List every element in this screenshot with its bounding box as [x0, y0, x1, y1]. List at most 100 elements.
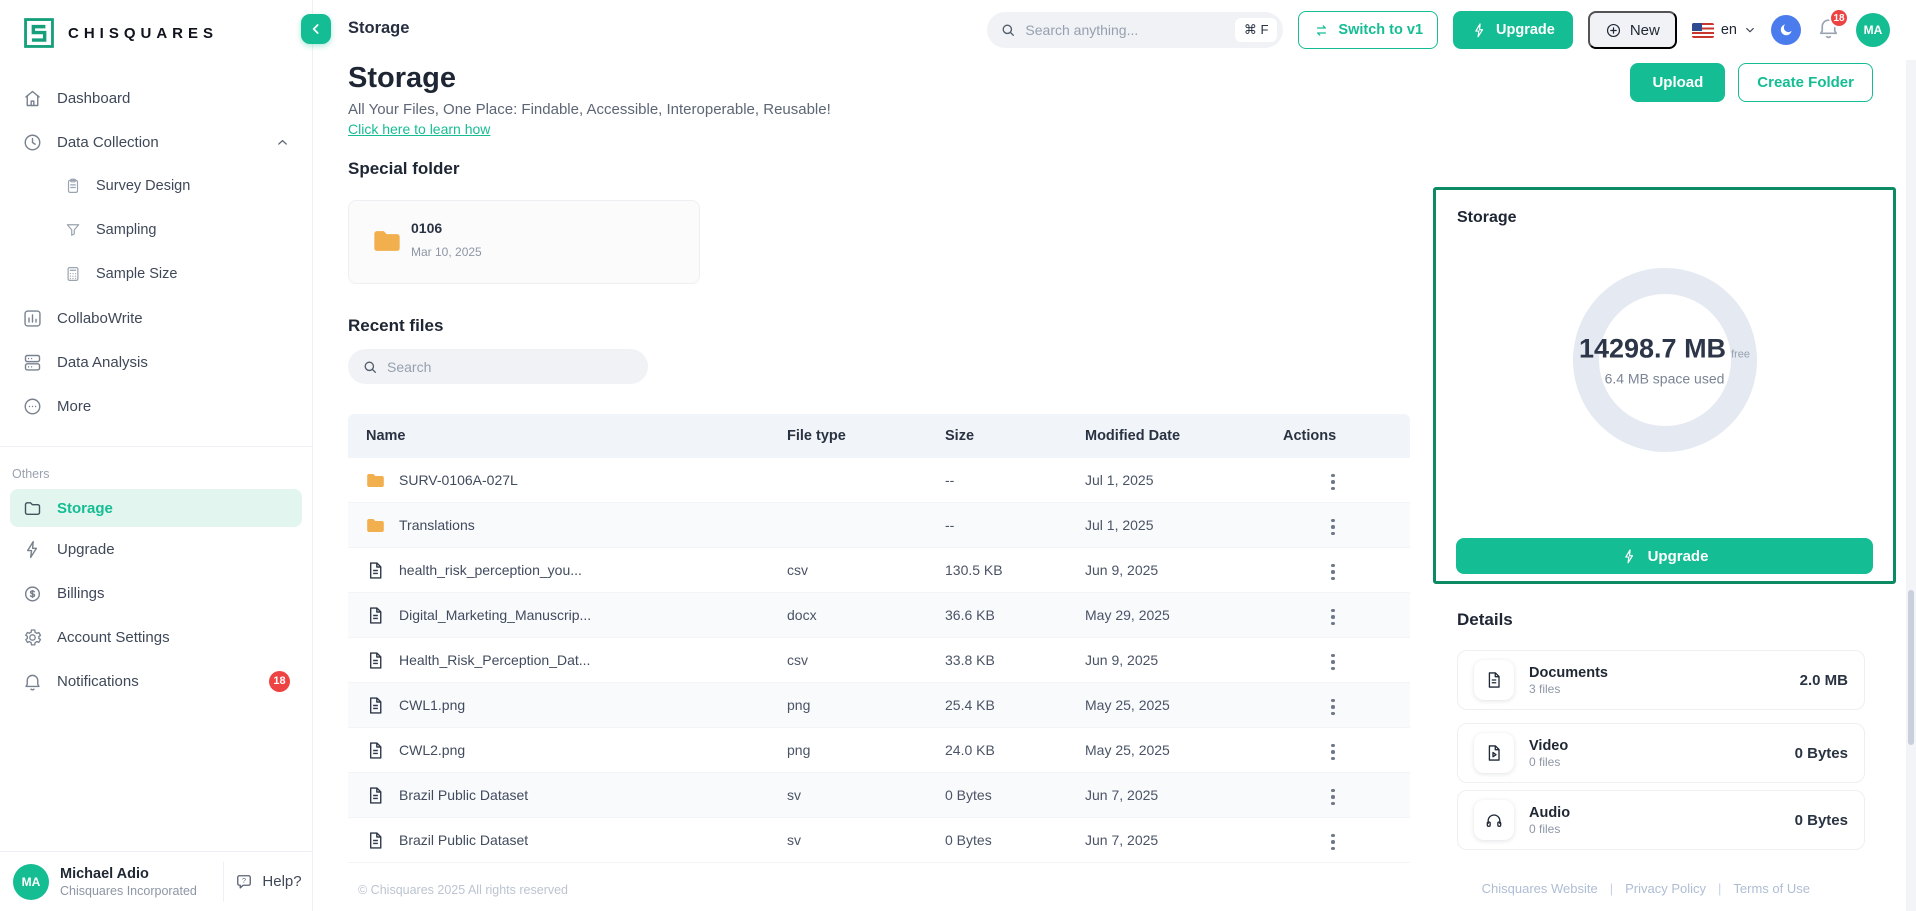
user-profile[interactable]: MA Michael Adio Chisquares Incorporated: [0, 863, 223, 900]
sidebar-item-data-collection[interactable]: Data Collection: [0, 120, 312, 164]
sidebar-item-account-settings[interactable]: Account Settings: [0, 615, 312, 659]
funnel-icon: [66, 224, 80, 236]
table-row[interactable]: Digital_Marketing_Manuscrip... docx 36.6 K…: [348, 593, 1410, 638]
sidebar-item-label: CollaboWrite: [57, 309, 143, 327]
language-selector[interactable]: en: [1691, 22, 1756, 38]
sidebar-item-collabowrite[interactable]: CollaboWrite: [0, 296, 312, 340]
notifications-button[interactable]: 18: [1816, 8, 1849, 45]
table-row[interactable]: CWL2.png png 24.0 KB May 25, 2025: [348, 728, 1410, 773]
details-size: 0 Bytes: [1794, 811, 1848, 829]
upload-button[interactable]: Upload: [1630, 63, 1726, 102]
brand-logo[interactable]: CHISQUARES: [0, 0, 312, 64]
file-icon: [369, 831, 382, 849]
file-name[interactable]: Digital_Marketing_Manuscrip...: [399, 607, 592, 623]
special-folder-heading: Special folder: [348, 159, 460, 178]
row-actions-menu-icon[interactable]: [1321, 738, 1345, 767]
row-actions-menu-icon[interactable]: [1321, 828, 1345, 857]
details-card-audio[interactable]: Audio 0 files 0 Bytes: [1457, 790, 1865, 850]
learn-how-link[interactable]: Click here to learn how: [348, 121, 491, 137]
table-row[interactable]: health_risk_perception_you... csv 130.5 KB…: [348, 548, 1410, 593]
sidebar-item-label: Sample Size: [96, 266, 178, 282]
row-actions-menu-icon[interactable]: [1321, 603, 1345, 632]
file-name[interactable]: CWL1.png: [399, 697, 466, 713]
footer-link-terms[interactable]: Terms of Use: [1733, 881, 1810, 896]
file-name[interactable]: SURV-0106A-027L: [399, 472, 518, 488]
storage-free-suffix: free: [1731, 348, 1751, 361]
column-header-name: Name: [366, 428, 406, 444]
global-search[interactable]: ⌘ F: [987, 12, 1284, 48]
file-name[interactable]: Translations: [399, 517, 475, 533]
new-button[interactable]: New: [1587, 11, 1677, 49]
file-search[interactable]: [348, 349, 648, 384]
file-name[interactable]: CWL2.png: [399, 742, 466, 758]
database-icon: [24, 354, 41, 371]
upgrade-button[interactable]: Upgrade: [1453, 11, 1573, 49]
row-actions-menu-icon[interactable]: [1321, 468, 1345, 497]
dark-mode-toggle[interactable]: [1771, 15, 1801, 45]
switch-to-v1-button[interactable]: Switch to v1: [1298, 11, 1439, 49]
sidebar-item-data-analysis[interactable]: Data Analysis: [0, 340, 312, 384]
row-actions-menu-icon[interactable]: [1321, 693, 1345, 722]
search-icon: [1002, 24, 1015, 36]
clipboard-icon: [67, 178, 79, 193]
page-scrollbar-thumb[interactable]: [1908, 590, 1914, 745]
file-icon: [365, 650, 386, 671]
table-row[interactable]: Brazil Public Dataset sv 0 Bytes Jun 7, 202…: [348, 818, 1410, 863]
files-table: Name File type Size Modified Date Action…: [348, 414, 1410, 863]
file-name[interactable]: Brazil Public Dataset: [399, 832, 529, 848]
copyright-text: © Chisquares 2025 All rights reserved: [358, 883, 569, 897]
lightning-icon: [1624, 548, 1633, 563]
account-avatar[interactable]: MA: [1856, 13, 1890, 47]
create-folder-button[interactable]: Create Folder: [1738, 63, 1873, 102]
row-actions-menu-icon[interactable]: [1321, 513, 1345, 542]
sidebar-item-survey-design[interactable]: Survey Design: [0, 164, 312, 208]
sidebar-item-sample-size[interactable]: Sample Size: [0, 252, 312, 296]
global-search-input[interactable]: [1025, 22, 1226, 38]
sidebar-item-sampling[interactable]: Sampling: [0, 208, 312, 252]
file-search-input[interactable]: [387, 358, 634, 375]
row-actions-menu-icon[interactable]: [1321, 648, 1345, 677]
file-name[interactable]: Brazil Public Dataset: [399, 787, 529, 803]
recent-files-heading: Recent files: [348, 316, 444, 335]
user-avatar[interactable]: MA: [13, 863, 49, 900]
details-card-documents[interactable]: Documents 3 files 2.0 MB: [1457, 650, 1865, 710]
sidebar-item-dashboard[interactable]: Dashboard: [0, 76, 312, 120]
chevron-up-icon[interactable]: [275, 135, 290, 150]
row-actions-menu-icon[interactable]: [1321, 783, 1345, 812]
file-name[interactable]: Health_Risk_Perception_Dat...: [399, 652, 591, 668]
sidebar-item-label: Upgrade: [57, 540, 115, 558]
table-row[interactable]: Health_Risk_Perception_Dat... csv 33.8 KB J…: [348, 638, 1410, 683]
details-heading: Details: [1457, 610, 1513, 629]
table-row[interactable]: SURV-0106A-027L -- Jul 1, 2025: [348, 458, 1410, 503]
chisquares-logo-icon: [24, 18, 54, 48]
file-size: --: [945, 517, 955, 533]
sidebar-item-label: Billings: [57, 584, 105, 602]
bell-icon: [25, 674, 40, 690]
collapse-sidebar-button[interactable]: [301, 14, 331, 44]
file-size: 0 Bytes: [945, 832, 992, 848]
search-icon: [364, 361, 376, 373]
footer-link-privacy[interactable]: Privacy Policy: [1625, 881, 1707, 896]
row-actions-menu-icon[interactable]: [1321, 558, 1345, 587]
help-bubble-icon: ?: [237, 874, 252, 888]
sidebar-item-billings[interactable]: Billings: [0, 571, 312, 615]
table-row[interactable]: CWL1.png png 25.4 KB May 25, 2025: [348, 683, 1410, 728]
table-row[interactable]: Brazil Public Dataset sv 0 Bytes Jun 7, 202…: [348, 773, 1410, 818]
footer-link-website[interactable]: Chisquares Website: [1481, 881, 1598, 896]
details-file-count: 0 files: [1529, 755, 1561, 770]
help-button[interactable]: ? Help?: [223, 861, 312, 902]
storage-upgrade-button[interactable]: Upgrade: [1456, 538, 1873, 574]
sidebar-item-more[interactable]: More: [0, 384, 312, 428]
file-icon: [365, 695, 386, 716]
special-folder-card[interactable]: 0106 Mar 10, 2025: [348, 200, 700, 284]
table-row[interactable]: Translations -- Jul 1, 2025: [348, 503, 1410, 548]
sidebar-item-upgrade[interactable]: Upgrade: [0, 527, 312, 571]
folder-icon: [367, 518, 384, 532]
file-date: Jun 9, 2025: [1085, 652, 1159, 668]
storage-free-value: 14298.7 MB: [1578, 333, 1727, 364]
details-card-video[interactable]: Video 0 files 0 Bytes: [1457, 723, 1865, 783]
file-name[interactable]: health_risk_perception_you...: [399, 562, 582, 578]
sidebar-item-storage[interactable]: Storage: [10, 489, 302, 527]
sidebar-item-notifications[interactable]: Notifications 18: [0, 659, 312, 703]
switch-to-v1-label: Switch to v1: [1338, 22, 1424, 38]
